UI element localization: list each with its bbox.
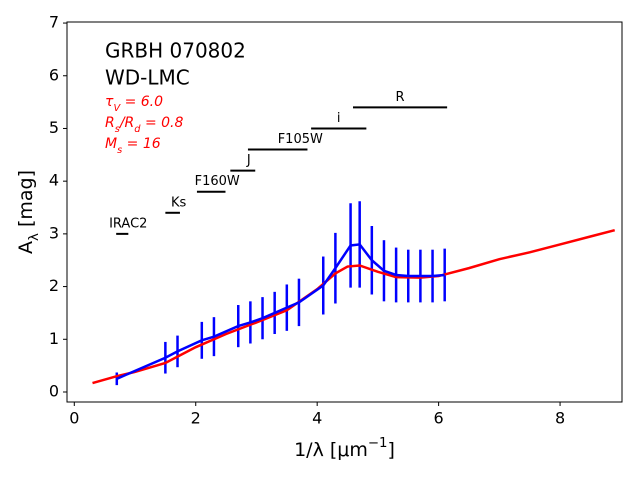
x-tick-label: 8	[555, 409, 565, 428]
y-axis-label-part: [mag]	[15, 170, 37, 233]
filter-label: IRAC2	[109, 216, 147, 231]
parameter-part: V	[113, 103, 121, 114]
model-line	[92, 228, 616, 385]
x-axis-label-part: 1/λ [μm	[294, 439, 368, 461]
data-line	[116, 243, 445, 380]
filter-label: i	[337, 111, 341, 126]
y-tick-label: 6	[49, 65, 59, 84]
y-tick-label: 1	[49, 329, 59, 348]
annotation-title: GRBH 070802	[105, 39, 246, 63]
parameter-part: R	[105, 115, 115, 131]
y-axis-label-part: λ	[27, 233, 42, 241]
x-tick-label: 2	[191, 409, 201, 428]
y-tick-label: 2	[49, 276, 59, 295]
filter-label: J	[246, 153, 251, 168]
parameter-part: /R	[118, 115, 134, 131]
filter-label: F105W	[278, 132, 323, 147]
parameter-part: M	[105, 136, 117, 152]
annotation-title: WD-LMC	[105, 66, 190, 90]
filter-label: F160W	[195, 174, 240, 189]
filter-label: Ks	[171, 195, 187, 210]
parameter-part: d	[134, 124, 141, 135]
y-tick-label: 5	[49, 118, 59, 137]
parameter-part: τ	[105, 94, 114, 110]
y-tick-label: 7	[49, 13, 59, 32]
y-tick-label: 0	[49, 381, 59, 400]
parameter: Rs/Rd = 0.8	[105, 115, 184, 135]
x-axis-label: 1/λ [μm−1]	[294, 436, 395, 461]
plot-frame	[66, 21, 623, 403]
parameter-part: s	[117, 145, 122, 156]
x-tick-label: 0	[69, 409, 79, 428]
filter-label: R	[396, 90, 405, 105]
x-tick-label: 6	[434, 409, 444, 428]
parameter-part: = 6.0	[120, 94, 163, 110]
y-axis-label-part: A	[15, 241, 37, 254]
parameter: τV = 6.0	[105, 94, 163, 114]
parameter: Ms = 16	[105, 136, 161, 156]
x-axis-label-part: ]	[387, 439, 394, 461]
x-axis-label-part: −1	[368, 436, 388, 451]
x-tick-label: 4	[312, 409, 322, 428]
y-tick-label: 3	[49, 223, 59, 242]
y-axis-label: Aλ [mag]	[15, 170, 42, 254]
parameter-part: s	[115, 124, 120, 135]
y-tick-label: 4	[49, 171, 59, 190]
parameter-part: = 16	[122, 136, 161, 152]
parameter-part: = 0.8	[141, 115, 184, 131]
